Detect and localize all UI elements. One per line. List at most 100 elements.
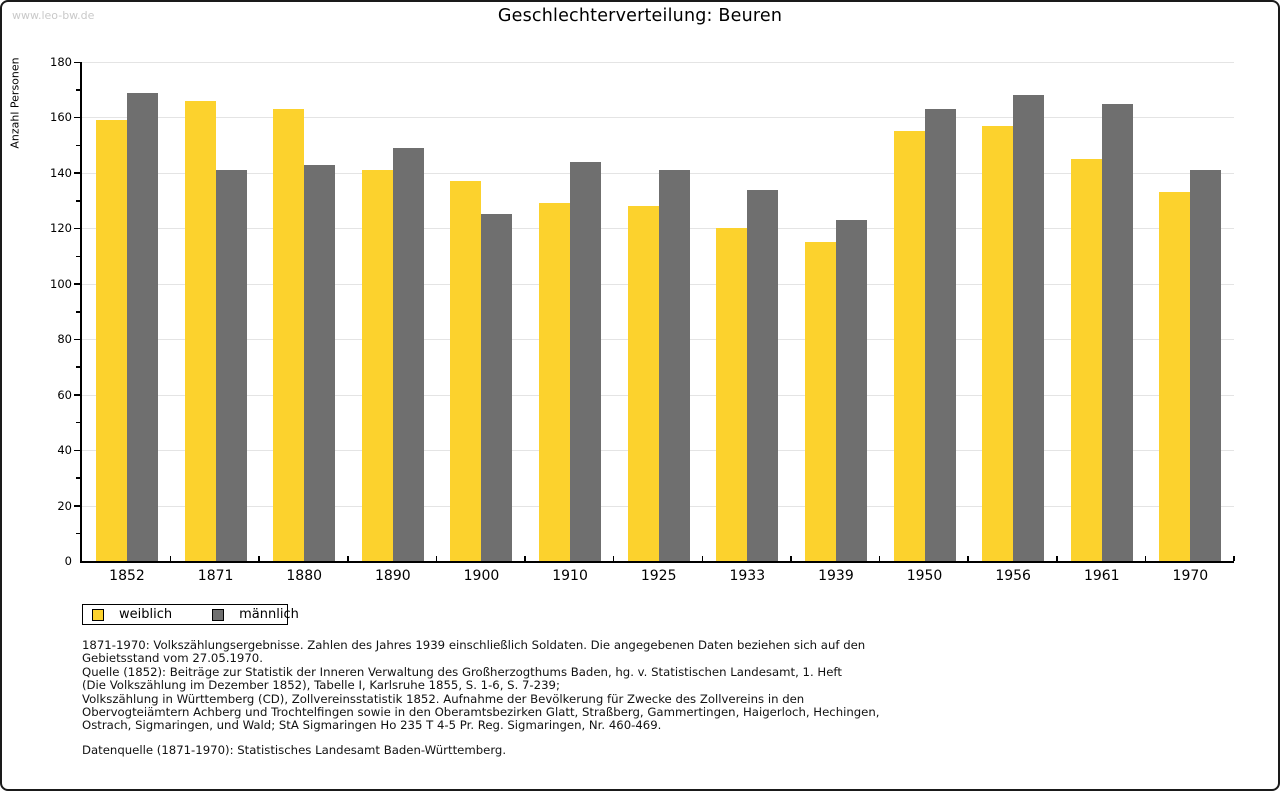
x-tick-label-1852: 1852 — [109, 568, 145, 584]
x-tick-1871 — [258, 556, 260, 561]
y-tick-label-40: 40 — [57, 443, 72, 458]
bar-weiblich-1925 — [627, 206, 659, 561]
bar-männlich-1933 — [747, 189, 779, 561]
x-tick-label-1925: 1925 — [640, 568, 677, 584]
y-tick-label-180: 180 — [50, 55, 72, 69]
bar-weiblich-1933 — [716, 228, 748, 561]
plot-area: 20 40 60 80 100 120 140 160 180 0 1852 1871 1880 1890… — [50, 55, 1235, 584]
y-minor-tick-30 — [76, 477, 80, 479]
y-minor-tick-90 — [76, 311, 80, 313]
bar-weiblich-1939 — [804, 242, 836, 561]
x-tick-1900 — [524, 556, 526, 561]
x-tick-1925 — [701, 556, 704, 561]
x-tick-label-1933: 1933 — [729, 568, 766, 584]
x-tick-label-1970: 1970 — [1172, 568, 1209, 584]
y-major-tick-60 — [74, 394, 80, 396]
bar-männlich-1880 — [304, 164, 336, 561]
bar-männlich-1890 — [392, 147, 424, 561]
x-tick-label-1950: 1950 — [906, 568, 943, 584]
bar-männlich-1939 — [835, 220, 867, 561]
y-minor-tick-70 — [76, 366, 80, 368]
datasource-note: Datenquelle (1871-1970): Statistisches L… — [82, 743, 507, 757]
x-tick-1880 — [347, 556, 349, 561]
footnotes: 1871-1970: Volkszählungsergebnisse. Zahl… — [82, 638, 880, 733]
y-minor-tick-50 — [76, 421, 80, 424]
bar-weiblich-1950 — [893, 131, 925, 561]
bar-männlich-1852 — [127, 92, 158, 561]
legend-swatch-weiblich — [92, 608, 104, 621]
x-tick-1961 — [1144, 556, 1147, 561]
y-major-tick-100 — [74, 283, 80, 285]
y-axis-title: Anzahl Personen — [8, 57, 22, 149]
x-tick-1852 — [169, 556, 172, 561]
x-tick-label-1961: 1961 — [1083, 568, 1120, 584]
footnote-line-2: Gebietsstand vom 27.05.1970. — [82, 651, 263, 666]
legend: weiblich männlich — [82, 604, 299, 625]
bar-weiblich-1956 — [982, 125, 1014, 561]
bar-weiblich-1890 — [361, 170, 393, 561]
y-minor-tick-10 — [76, 532, 80, 535]
x-tick-1956 — [1056, 556, 1058, 561]
x-tick-label-1880: 1880 — [286, 568, 323, 584]
y-tick-label-0: 0 — [64, 554, 72, 568]
bar-männlich-1950 — [924, 109, 956, 561]
legend-label-maennlich: männlich — [239, 607, 299, 622]
gridline-180 — [82, 62, 1234, 63]
bar-männlich-1910 — [570, 161, 602, 561]
y-major-tick-40 — [74, 449, 80, 452]
y-minor-tick-130 — [76, 200, 80, 202]
y-major-tick-160 — [74, 116, 80, 119]
bar-männlich-1900 — [481, 214, 513, 561]
y-tick-label-140: 140 — [50, 165, 72, 180]
y-tick-label-20: 20 — [57, 498, 72, 513]
gridline-160 — [82, 117, 1234, 119]
x-tick-1890 — [435, 556, 438, 561]
bar-weiblich-1900 — [450, 181, 482, 561]
bar-weiblich-1970 — [1159, 192, 1191, 561]
watermark: www.leo-bw.de — [12, 9, 95, 22]
y-minor-tick-110 — [76, 255, 80, 258]
y-major-tick-120 — [74, 227, 80, 230]
bar-weiblich-1880 — [273, 109, 305, 561]
footnote-line-1: 1871-1970: Volkszählungsergebnisse. Zahl… — [82, 638, 866, 652]
y-minor-tick-150 — [76, 144, 80, 147]
y-tick-label-120: 120 — [50, 221, 72, 236]
bar-männlich-1871 — [215, 170, 247, 561]
x-tick-1910 — [612, 556, 615, 561]
y-tick-label-60: 60 — [57, 387, 72, 402]
bar-weiblich-1910 — [539, 203, 571, 561]
footnote-line-4: (Die Volkszählung im Dezember 1852), Tab… — [82, 678, 560, 693]
bar-männlich-1956 — [1013, 95, 1045, 561]
y-major-tick-140 — [74, 172, 80, 174]
legend-label-weiblich: weiblich — [119, 607, 173, 622]
bar-männlich-1961 — [1101, 103, 1133, 561]
y-tick-label-100: 100 — [50, 276, 72, 291]
bar-weiblich-1961 — [1070, 159, 1102, 561]
x-tick-label-1900: 1900 — [463, 568, 500, 584]
bar-weiblich-1852 — [96, 120, 127, 561]
y-major-tick-80 — [74, 338, 80, 341]
footnote-line-7: Ostrach, Sigmaringen, und Wald; StA Sigm… — [82, 718, 662, 733]
gridline-140 — [82, 172, 1234, 174]
bar-männlich-1925 — [658, 170, 690, 561]
x-tick-label-1890: 1890 — [375, 568, 411, 584]
y-tick-label-80: 80 — [57, 332, 72, 347]
y-major-tick-20 — [74, 505, 80, 507]
bar-weiblich-1871 — [184, 100, 216, 561]
x-tick-label-1939: 1939 — [818, 568, 854, 584]
y-major-tick-180 — [74, 61, 80, 63]
chart-title: Geschlechterverteilung: Beuren — [497, 6, 783, 26]
footnote-line-3: Quelle (1852): Beiträge zur Statistik de… — [82, 664, 842, 679]
footnote-line-6: Obervogteiämtern Achberg und Trochtelfin… — [82, 705, 880, 720]
y-tick-label-160: 160 — [50, 110, 72, 125]
x-tick-label-1910: 1910 — [552, 568, 588, 584]
legend-swatch-maennlich — [212, 608, 225, 621]
footnote-line-5: Volkszählung in Württemberg (CD), Zollve… — [82, 691, 805, 706]
x-tick-1950 — [967, 556, 969, 561]
y-minor-tick-170 — [76, 89, 80, 91]
x-tick-1933 — [790, 556, 792, 561]
x-tick-1939 — [878, 556, 881, 561]
bar-männlich-1970 — [1190, 170, 1222, 561]
x-tick-1970 — [1233, 556, 1235, 561]
